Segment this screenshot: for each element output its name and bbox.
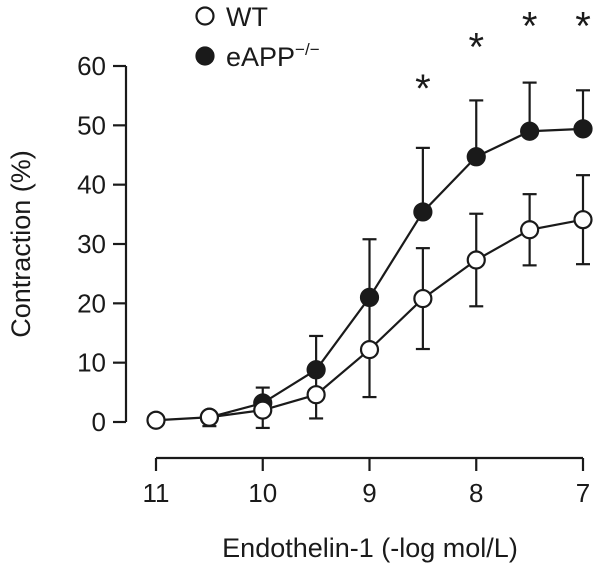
data-point-eapp xyxy=(413,202,433,222)
significance-markers: * * * * xyxy=(415,5,591,111)
legend-label-eapp: eAPP−/− xyxy=(226,40,320,72)
x-tick-label: 11 xyxy=(143,478,170,508)
series-line-eapp xyxy=(209,127,584,419)
data-point-wt xyxy=(413,288,433,309)
y-axis-title: Contraction (%) xyxy=(6,150,36,338)
legend-marker-eapp xyxy=(195,46,215,66)
legend-label-eapp-sup: −/− xyxy=(295,40,320,59)
x-tick-label: 7 xyxy=(576,478,590,508)
axes: 0 10 20 30 40 50 60 11 10 9 8 7 Contraction (%) En… xyxy=(6,51,590,563)
legend: WT eAPP−/− xyxy=(195,2,320,72)
x-tick-label: 9 xyxy=(362,478,376,508)
y-ticks: 0 10 20 30 40 50 60 xyxy=(77,51,126,437)
y-tick-label: 20 xyxy=(77,288,106,318)
y-tick-label: 50 xyxy=(77,110,106,140)
series-wt xyxy=(146,174,593,430)
data-point-wt xyxy=(359,340,380,360)
x-tick-label: 8 xyxy=(469,478,483,508)
y-tick-label: 40 xyxy=(77,170,106,200)
data-point-wt xyxy=(306,385,326,405)
data-point-wt xyxy=(573,210,593,230)
significance-asterisk: * xyxy=(415,67,431,111)
data-point-eapp xyxy=(520,121,540,141)
significance-asterisk: * xyxy=(522,5,538,49)
x-ticks: 11 10 9 8 7 xyxy=(143,458,590,508)
y-tick-label: 0 xyxy=(92,407,106,437)
legend-label-eapp-main: eAPP xyxy=(226,42,295,72)
x-tick-label: 10 xyxy=(248,478,277,508)
data-point-wt xyxy=(253,400,273,420)
plot-area xyxy=(146,81,593,430)
legend-marker-wt xyxy=(195,6,215,26)
legend-label-wt: WT xyxy=(226,2,268,32)
y-tick-label: 60 xyxy=(77,51,106,81)
data-point-wt xyxy=(199,407,219,427)
data-point-wt xyxy=(146,410,166,430)
x-axis-title: Endothelin-1 (-log mol/L) xyxy=(222,533,518,563)
data-point-eapp xyxy=(573,119,593,139)
series-eapp xyxy=(199,81,593,427)
data-point-eapp xyxy=(466,147,486,167)
significance-asterisk: * xyxy=(575,5,591,49)
significance-asterisk: * xyxy=(468,25,484,69)
data-point-wt xyxy=(466,250,486,270)
y-tick-label: 30 xyxy=(77,229,106,259)
y-tick-label: 10 xyxy=(77,348,106,378)
data-point-wt xyxy=(520,220,540,240)
